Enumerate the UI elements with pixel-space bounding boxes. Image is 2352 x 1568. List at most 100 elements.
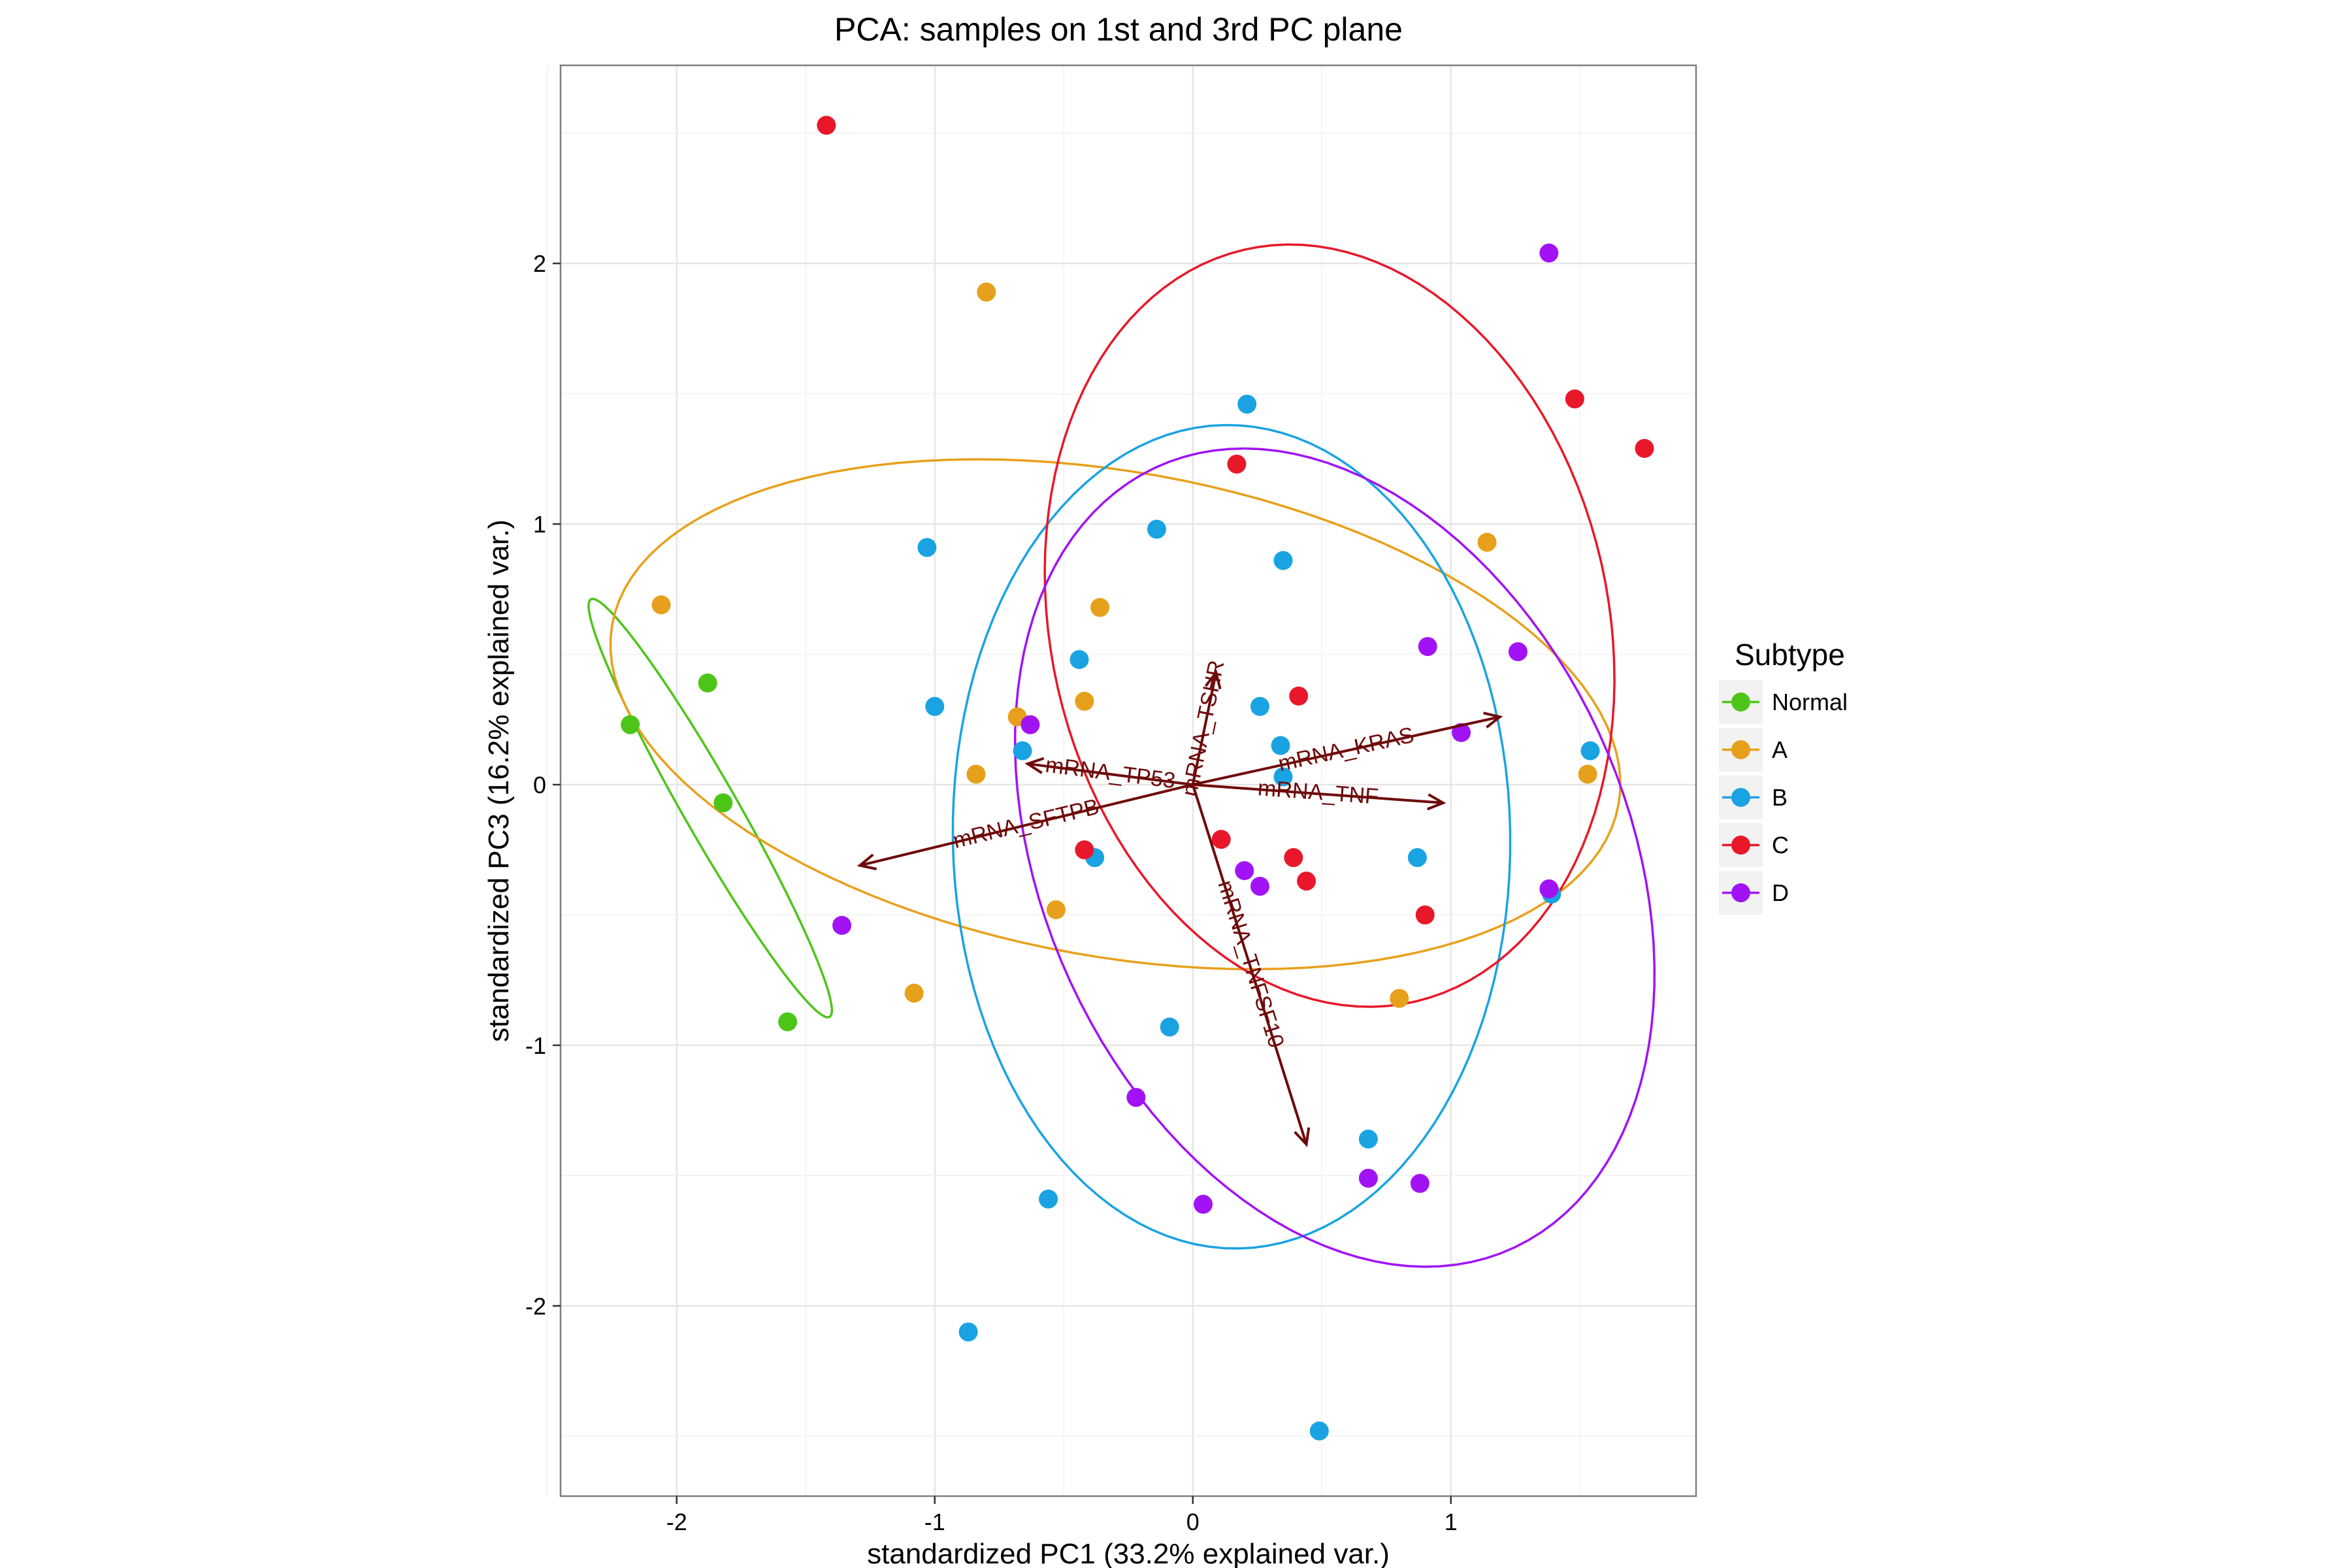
loading-arrow-shaft	[1027, 762, 1194, 786]
point-a	[977, 282, 996, 302]
point-a	[651, 595, 671, 615]
ellipse-normal	[587, 597, 834, 1019]
loading-arrow-shaft	[1192, 715, 1501, 786]
loading-arrow-head	[1426, 793, 1446, 811]
point-b	[1250, 696, 1269, 716]
legend-key-point	[1731, 693, 1750, 711]
y-tick-label: -1	[525, 1032, 546, 1059]
x-tick-label: 0	[1186, 1509, 1200, 1535]
point-a	[1075, 691, 1094, 711]
point-b	[1039, 1189, 1058, 1209]
y-tick-label: 2	[533, 250, 546, 277]
point-b	[1273, 767, 1293, 787]
legend-label: D	[1772, 879, 1789, 906]
legend-label: Normal	[1772, 689, 1848, 715]
point-d	[1418, 637, 1437, 657]
point-c	[1284, 848, 1303, 868]
point-d	[1358, 1168, 1378, 1188]
point-c	[1227, 454, 1247, 474]
loading-arrow-head	[857, 853, 877, 871]
point-a	[1477, 532, 1497, 552]
point-b	[917, 538, 937, 557]
point-b	[1160, 1017, 1179, 1037]
point-b	[1070, 650, 1089, 670]
point-b	[1358, 1129, 1378, 1149]
confidence-ellipses	[587, 243, 1656, 1268]
y-tick-label: -2	[525, 1293, 546, 1320]
point-a	[966, 764, 986, 784]
point-normal	[621, 715, 640, 734]
legend-key-point	[1731, 740, 1750, 759]
y-tick-label: 0	[533, 772, 546, 798]
loading-arrow-shaft	[1192, 783, 1444, 804]
ellipse-d	[1013, 447, 1656, 1268]
point-b	[1271, 736, 1290, 755]
loading-arrow-head	[1204, 669, 1222, 690]
y-tick-label: 1	[533, 511, 546, 538]
point-b	[1147, 519, 1166, 539]
x-tick-label: -1	[924, 1509, 945, 1535]
point-c	[1297, 872, 1316, 891]
loading-arrow-shaft	[1191, 672, 1218, 785]
legend-label: B	[1772, 784, 1788, 811]
loading-arrows: mRNA_TSHR mRNA_KRASmRNA_TNFmRNA_TP53mRNA_…	[857, 658, 1503, 1147]
loading-arrow-head	[1024, 757, 1045, 774]
grid-lines	[547, 65, 1696, 1496]
point-d	[1194, 1194, 1213, 1214]
data-points	[621, 116, 1654, 1441]
x-tick-label: 1	[1445, 1509, 1458, 1535]
point-b	[1580, 741, 1600, 760]
loading-arrow-head	[1483, 711, 1503, 728]
point-normal	[713, 793, 733, 813]
point-d	[1250, 877, 1269, 896]
point-c	[817, 116, 836, 135]
point-a	[1090, 598, 1110, 617]
x-axis-label: standardized PC1 (33.2% explained var.)	[867, 1538, 1390, 1568]
point-b	[1013, 741, 1032, 760]
chart-title: PCA: samples on 1st and 3rd PC plane	[834, 11, 1403, 48]
point-a	[1046, 900, 1066, 919]
legend-key-point	[1731, 788, 1750, 807]
point-d	[1410, 1173, 1429, 1193]
ellipse-c	[1043, 243, 1616, 1008]
point-d	[1539, 879, 1559, 899]
loading-arrow-head	[1294, 1127, 1311, 1147]
ellipse-b	[951, 423, 1512, 1250]
point-d	[1235, 861, 1254, 881]
legend-key-point	[1731, 883, 1750, 902]
ellipse-a	[609, 458, 1622, 971]
point-a	[1578, 764, 1597, 784]
point-b	[1273, 551, 1293, 570]
point-b	[1309, 1421, 1329, 1441]
point-a	[1390, 988, 1409, 1008]
point-a	[904, 983, 924, 1003]
legend-label: C	[1772, 832, 1789, 858]
point-d	[1021, 715, 1040, 734]
y-axis-label: standardized PC3 (16.2% explained var.)	[483, 519, 515, 1042]
point-c	[1075, 840, 1094, 860]
point-d	[1508, 642, 1527, 662]
point-d	[832, 915, 852, 935]
point-c	[1565, 389, 1584, 409]
point-b	[1237, 395, 1257, 414]
point-b	[925, 696, 945, 716]
point-normal	[778, 1012, 798, 1032]
point-b	[958, 1322, 978, 1342]
x-tick-label: -2	[666, 1509, 687, 1535]
axis-ticks: -2 -1 0 1 -2 -1 0 1 2	[525, 250, 1458, 1535]
point-c	[1289, 686, 1309, 706]
point-b	[1407, 848, 1427, 868]
point-d	[1126, 1088, 1146, 1107]
point-c	[1211, 830, 1231, 849]
legend-title: Subtype	[1735, 638, 1845, 672]
loading-arrow-shaft	[859, 783, 1194, 867]
point-normal	[698, 673, 717, 693]
point-d	[1539, 243, 1559, 263]
plot-border	[559, 64, 1697, 1497]
legend-label: A	[1772, 736, 1788, 763]
point-c	[1635, 438, 1654, 458]
legend-key-point	[1731, 836, 1750, 855]
point-c	[1415, 905, 1435, 924]
